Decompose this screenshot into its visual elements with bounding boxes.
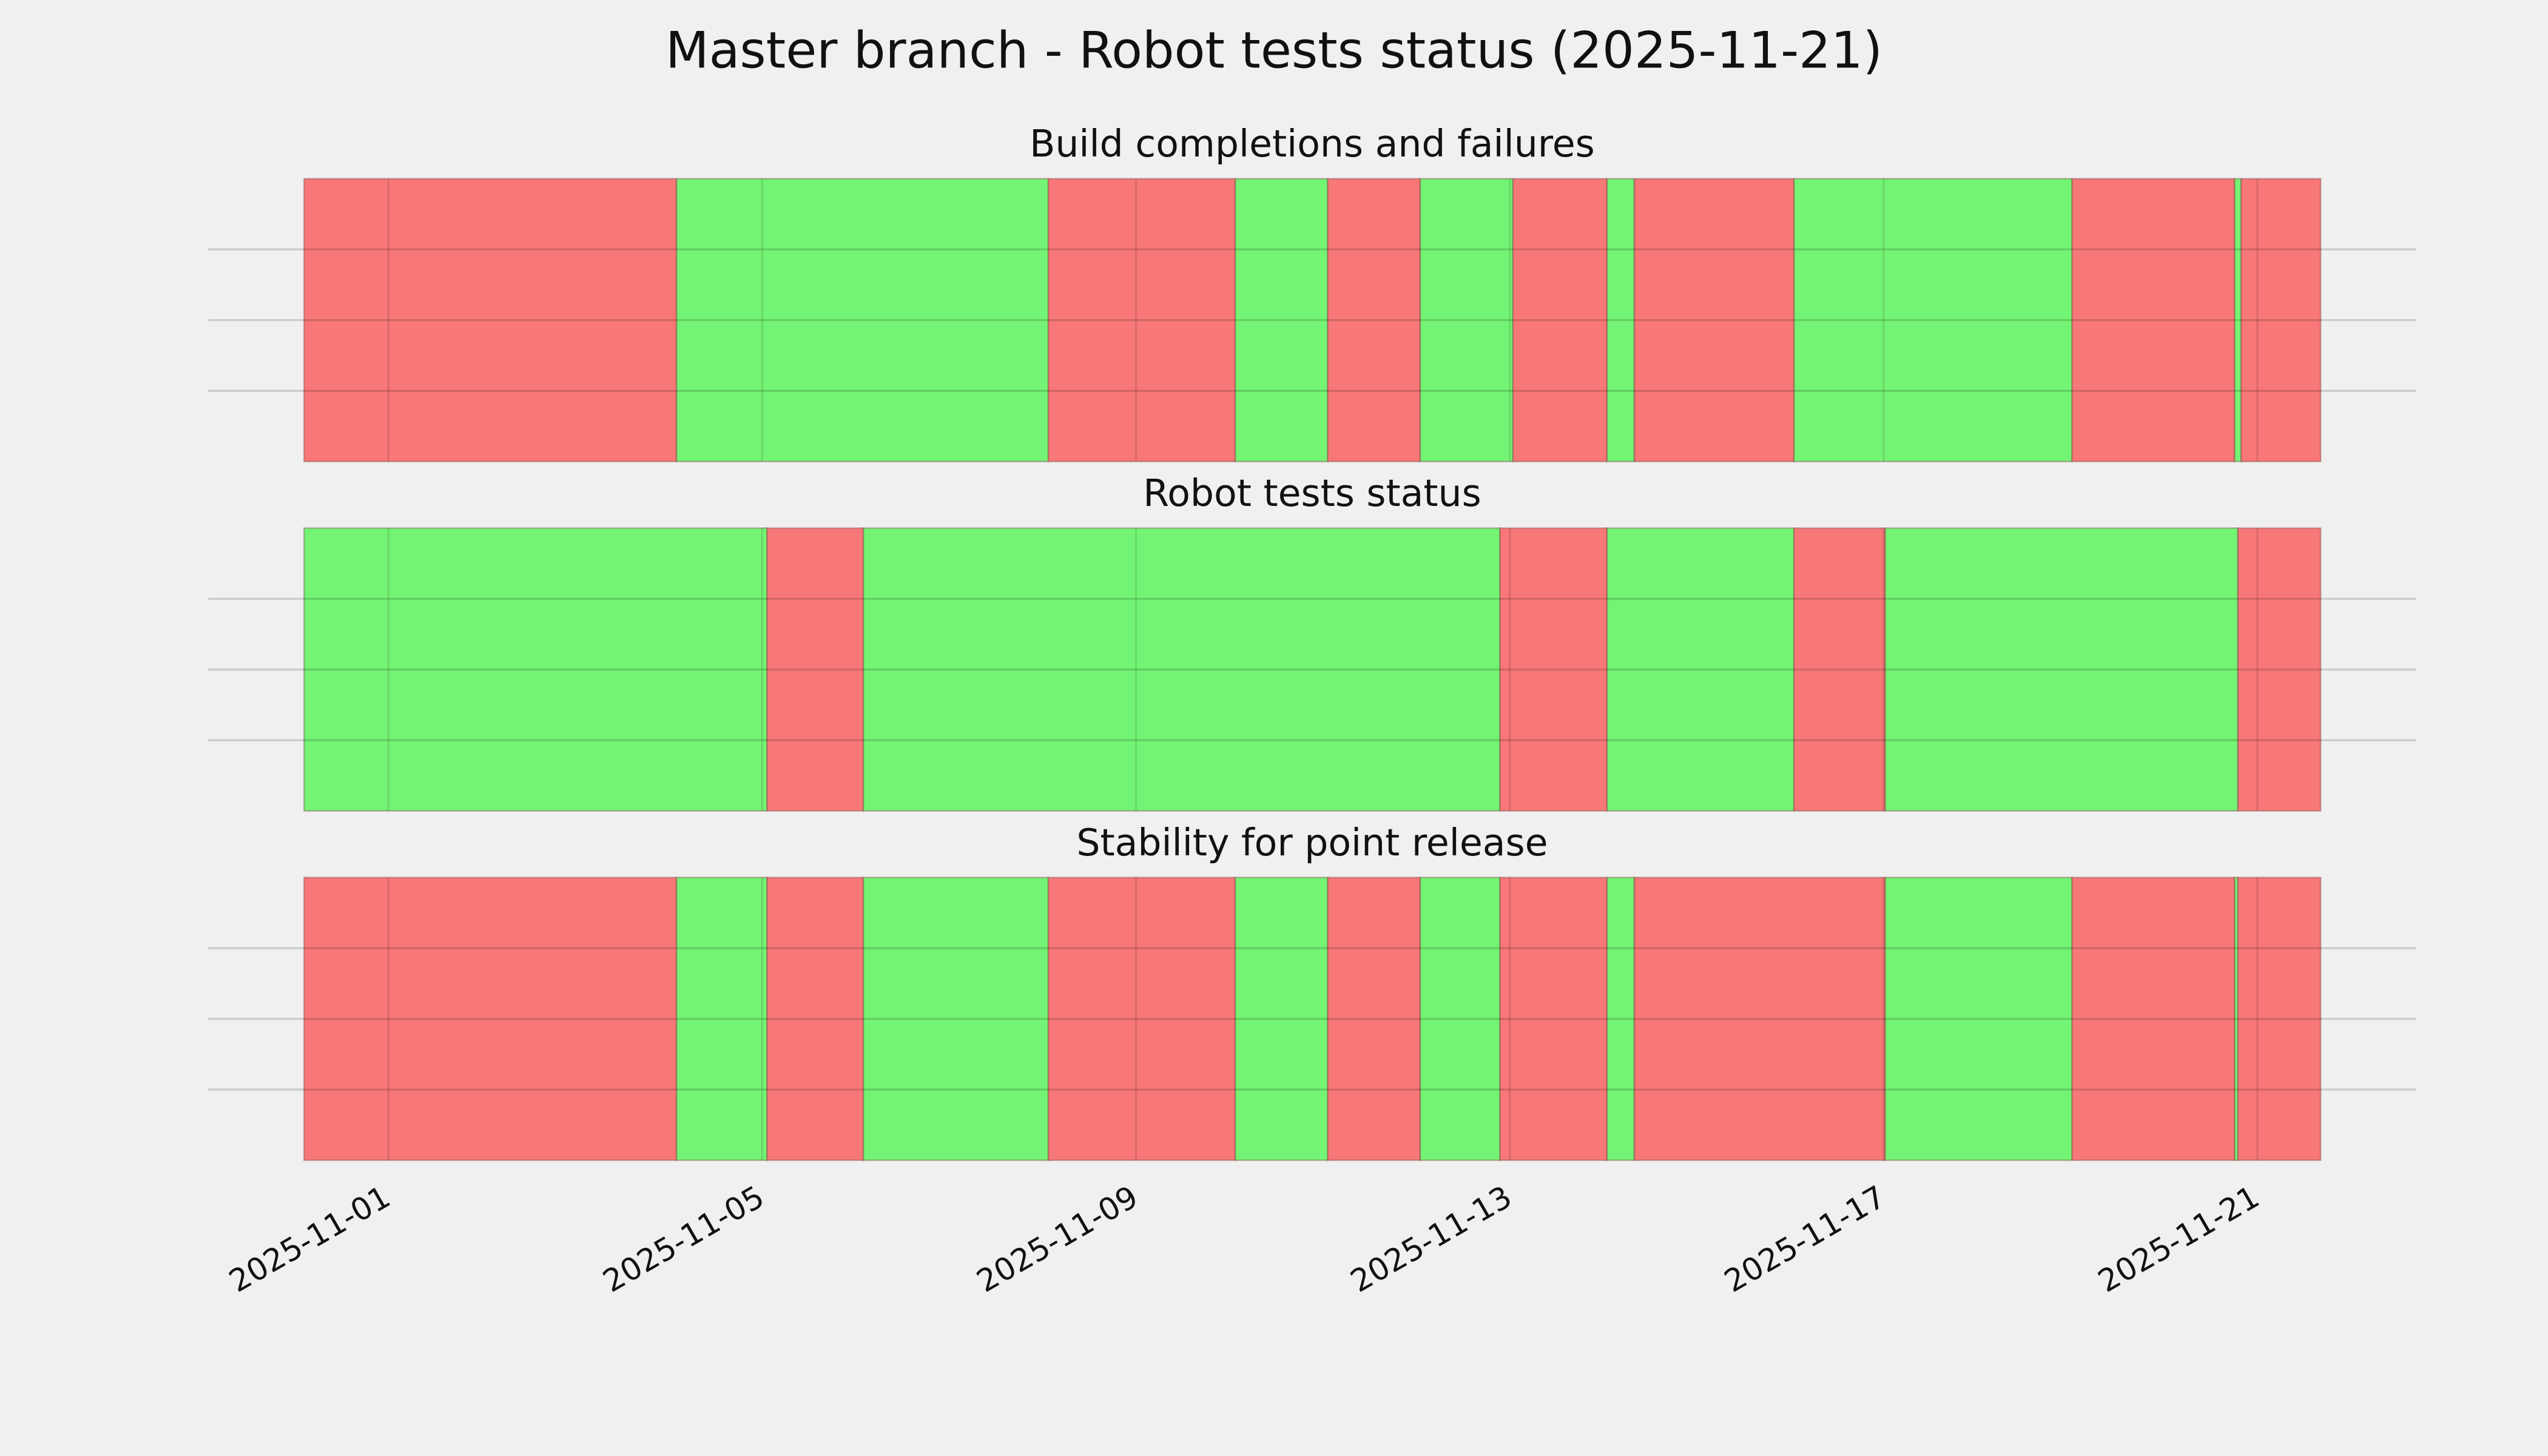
status-span: [1606, 877, 1636, 1161]
status-span: [303, 527, 768, 812]
status-span: [675, 877, 768, 1161]
status-span: [2237, 527, 2322, 812]
status-span: [1419, 877, 1501, 1161]
status-span: [1499, 877, 1608, 1161]
status-span: [675, 178, 1050, 463]
status-span: [1512, 178, 1608, 463]
status-span: [1884, 877, 2073, 1161]
status-span: [303, 178, 678, 463]
status-span: [2237, 877, 2322, 1161]
status-span: [1234, 877, 1329, 1161]
status-span: [2240, 178, 2322, 463]
status-span: [1793, 178, 2073, 463]
status-span: [1633, 178, 1795, 463]
status-span: [1884, 527, 2239, 812]
status-span: [1499, 527, 1608, 812]
status-span: [2071, 178, 2236, 463]
status-span: [1419, 178, 1514, 463]
status-span: [1606, 527, 1795, 812]
chart-title: Master branch - Robot tests status (2025…: [666, 21, 1882, 79]
panel-title: Stability for point release: [1076, 821, 1548, 864]
status-span: [1606, 178, 1636, 463]
status-span: [1327, 877, 1421, 1161]
status-span: [303, 877, 678, 1161]
panel-title: Build completions and failures: [1030, 122, 1595, 166]
status-span: [862, 877, 1050, 1161]
status-span: [1234, 178, 1329, 463]
status-span: [862, 527, 1501, 812]
status-span: [1793, 527, 1886, 812]
status-span: [766, 877, 864, 1161]
status-span: [1327, 178, 1421, 463]
status-span: [1047, 877, 1236, 1161]
panel-title: Robot tests status: [1143, 471, 1481, 515]
status-span: [1633, 877, 1886, 1161]
status-span: [2071, 877, 2236, 1161]
status-span: [1047, 178, 1236, 463]
status-span: [766, 527, 864, 812]
